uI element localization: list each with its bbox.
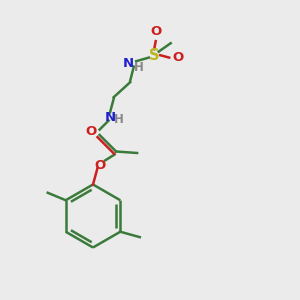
- Text: N: N: [123, 57, 134, 70]
- Text: O: O: [172, 51, 184, 64]
- Text: N: N: [104, 111, 116, 124]
- Text: H: H: [134, 61, 144, 74]
- Text: S: S: [149, 48, 160, 63]
- Text: O: O: [85, 125, 97, 138]
- Text: O: O: [94, 159, 105, 172]
- Text: H: H: [114, 112, 124, 126]
- Text: O: O: [150, 25, 161, 38]
